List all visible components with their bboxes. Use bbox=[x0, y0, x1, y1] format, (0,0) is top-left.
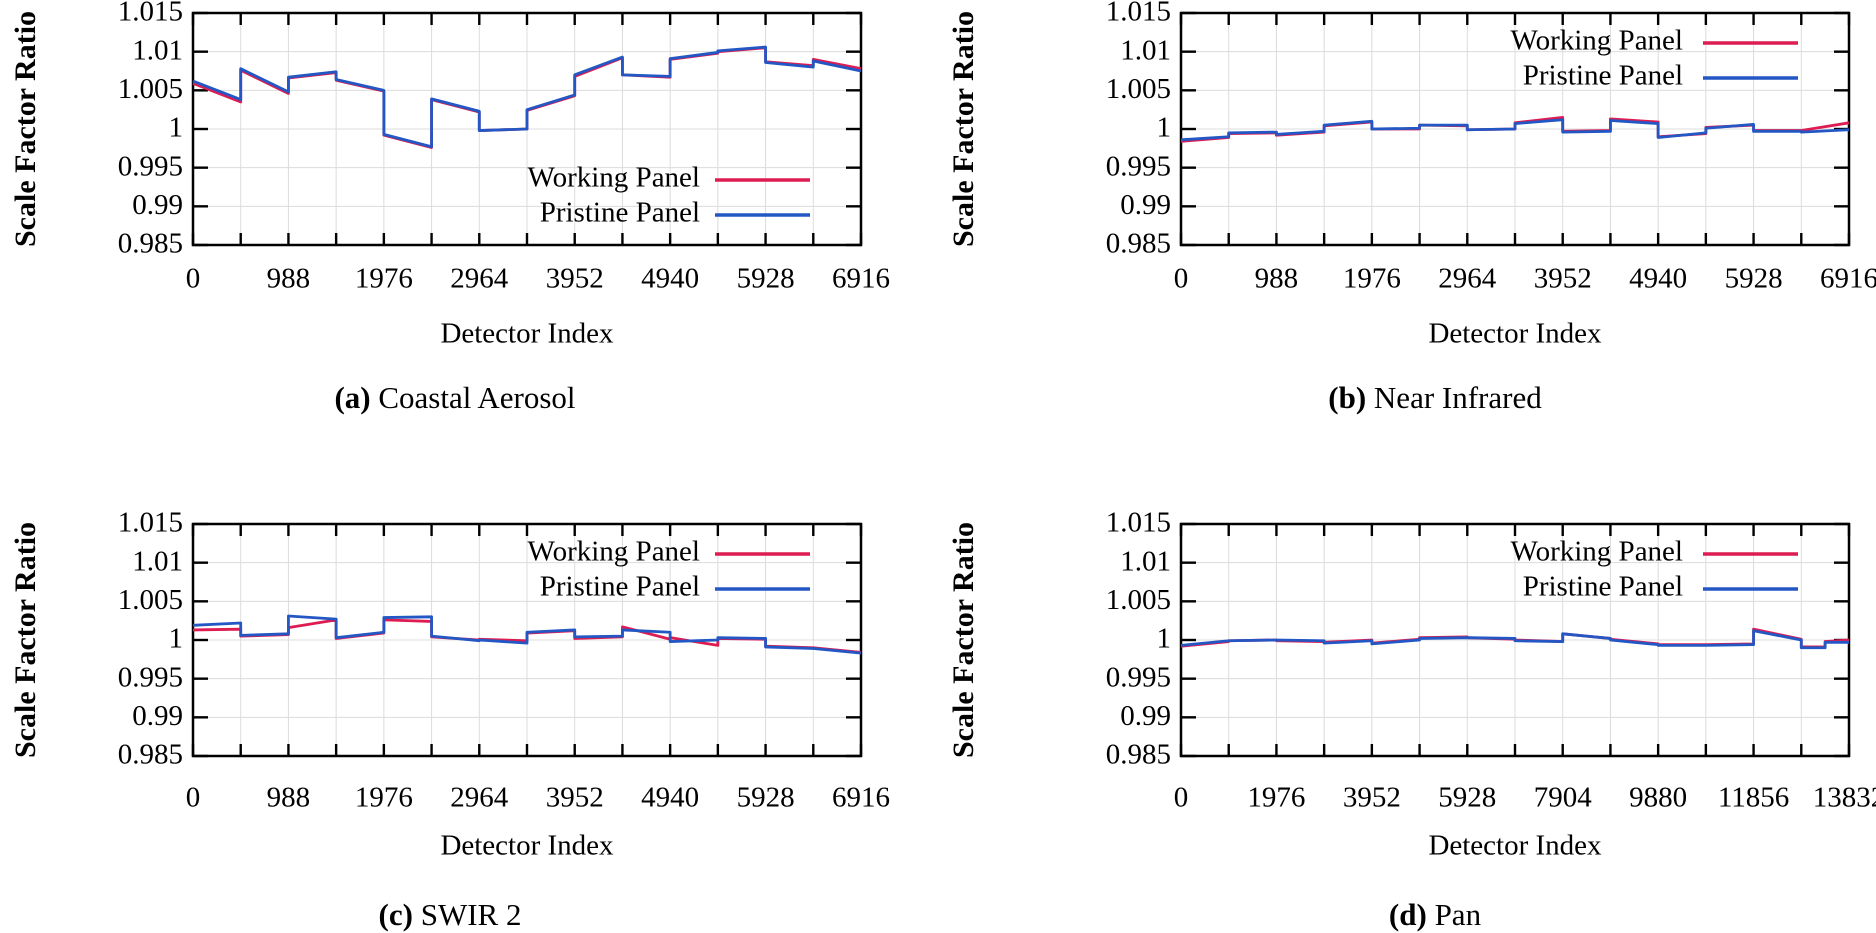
y-tick-label: 1.01 bbox=[132, 34, 183, 66]
y-tick-label: 0.99 bbox=[132, 700, 183, 732]
x-tick-label: 0 bbox=[1174, 263, 1189, 295]
x-tick-label: 3952 bbox=[546, 782, 604, 814]
x-tick-label: 1976 bbox=[1343, 263, 1401, 295]
x-tick-label: 5928 bbox=[737, 782, 795, 814]
y-tick-label: 1.015 bbox=[118, 507, 183, 539]
caption-a: (a) Coastal Aerosol bbox=[334, 380, 575, 416]
y-tick-label: 1.015 bbox=[118, 0, 183, 28]
x-tick-label: 7904 bbox=[1534, 782, 1593, 814]
caption-c: (c) SWIR 2 bbox=[379, 897, 522, 933]
y-axis-title: Scale Factor Ratio bbox=[947, 522, 980, 758]
caption-c-text: SWIR 2 bbox=[420, 897, 522, 932]
y-tick-label: 0.985 bbox=[118, 228, 183, 260]
x-tick-label: 5928 bbox=[1438, 782, 1496, 814]
x-tick-label: 3952 bbox=[546, 263, 604, 295]
legend-label-pristine: Pristine Panel bbox=[540, 571, 700, 603]
y-tick-label: 0.99 bbox=[132, 189, 183, 221]
series-line-pristine bbox=[192, 45, 862, 149]
x-tick-label: 3952 bbox=[1343, 782, 1401, 814]
x-tick-label: 3952 bbox=[1534, 263, 1592, 295]
y-tick-label: 1.01 bbox=[1120, 34, 1171, 66]
x-tick-label: 0 bbox=[186, 263, 201, 295]
series-line-pristine bbox=[1180, 118, 1850, 142]
x-axis-title: Detector Index bbox=[440, 830, 614, 862]
x-tick-label: 0 bbox=[186, 782, 201, 814]
y-axis-title: Scale Factor Ratio bbox=[947, 11, 980, 247]
y-tick-label: 1 bbox=[169, 112, 184, 144]
x-tick-label: 4940 bbox=[641, 263, 699, 295]
x-tick-label: 4940 bbox=[641, 782, 699, 814]
caption-c-label: (c) bbox=[378, 897, 413, 932]
caption-d-label: (d) bbox=[1388, 897, 1427, 932]
x-tick-label: 0 bbox=[1174, 782, 1189, 814]
legend-label-pristine: Pristine Panel bbox=[540, 197, 700, 229]
x-axis-title: Detector Index bbox=[1428, 830, 1602, 862]
y-axis-title: Scale Factor Ratio bbox=[9, 522, 42, 758]
y-tick-label: 1.015 bbox=[1106, 0, 1171, 28]
y-tick-label: 1.01 bbox=[1120, 545, 1171, 577]
x-tick-label: 13832 bbox=[1813, 782, 1876, 814]
caption-d-text: Pan bbox=[1434, 897, 1482, 932]
x-tick-label: 6916 bbox=[832, 782, 890, 814]
y-tick-label: 1.01 bbox=[132, 545, 183, 577]
legend-label-pristine: Pristine Panel bbox=[1523, 60, 1683, 92]
y-tick-label: 1 bbox=[1157, 112, 1172, 144]
x-tick-label: 1976 bbox=[1247, 782, 1305, 814]
caption-d: (d) Pan bbox=[1389, 897, 1481, 933]
legend-label-working: Working Panel bbox=[1511, 536, 1683, 568]
y-tick-label: 0.995 bbox=[1106, 661, 1171, 693]
plot-frame bbox=[191, 11, 863, 247]
y-tick-label: 0.985 bbox=[1106, 228, 1171, 260]
x-tick-label: 4940 bbox=[1629, 263, 1687, 295]
y-axis-title: Scale Factor Ratio bbox=[9, 11, 42, 247]
y-tick-label: 0.995 bbox=[1106, 150, 1171, 182]
y-tick-label: 1.005 bbox=[1106, 584, 1171, 616]
legend-label-pristine: Pristine Panel bbox=[1523, 571, 1683, 603]
caption-b-label: (b) bbox=[1328, 380, 1367, 415]
y-tick-label: 0.985 bbox=[118, 739, 183, 771]
x-tick-label: 988 bbox=[267, 263, 311, 295]
y-tick-label: 1 bbox=[1157, 623, 1172, 655]
x-tick-label: 6916 bbox=[832, 263, 890, 295]
y-tick-label: 1.015 bbox=[1106, 507, 1171, 539]
x-tick-label: 5928 bbox=[1725, 263, 1783, 295]
x-tick-label: 2964 bbox=[1438, 263, 1497, 295]
caption-b: (b) Near Infrared bbox=[1328, 380, 1541, 416]
caption-a-label: (a) bbox=[334, 380, 371, 415]
legend-label-working: Working Panel bbox=[528, 162, 700, 194]
legend-label-working: Working Panel bbox=[528, 536, 700, 568]
x-tick-label: 2964 bbox=[450, 263, 509, 295]
x-axis-title: Detector Index bbox=[440, 318, 614, 350]
plot-frame bbox=[1179, 11, 1851, 247]
caption-a-text: Coastal Aerosol bbox=[378, 380, 576, 415]
caption-b-text: Near Infrared bbox=[1373, 380, 1542, 415]
y-tick-label: 0.99 bbox=[1120, 700, 1171, 732]
y-tick-label: 0.995 bbox=[118, 150, 183, 182]
y-tick-label: 0.995 bbox=[118, 661, 183, 693]
y-tick-label: 0.985 bbox=[1106, 739, 1171, 771]
y-tick-label: 1.005 bbox=[1106, 73, 1171, 105]
x-tick-label: 988 bbox=[267, 782, 311, 814]
series-line-pristine bbox=[192, 614, 862, 655]
x-axis-title: Detector Index bbox=[1428, 318, 1602, 350]
y-tick-label: 1.005 bbox=[118, 584, 183, 616]
x-tick-label: 1976 bbox=[355, 263, 413, 295]
x-tick-label: 5928 bbox=[737, 263, 795, 295]
series-line-pristine bbox=[1180, 629, 1849, 650]
x-tick-label: 11856 bbox=[1718, 782, 1789, 814]
y-tick-label: 1.005 bbox=[118, 73, 183, 105]
x-tick-label: 9880 bbox=[1629, 782, 1687, 814]
x-tick-label: 6916 bbox=[1820, 263, 1876, 295]
y-tick-label: 1 bbox=[169, 623, 184, 655]
y-tick-label: 0.99 bbox=[1120, 189, 1171, 221]
x-tick-label: 1976 bbox=[355, 782, 413, 814]
plot-frame bbox=[191, 522, 863, 758]
legend-label-working: Working Panel bbox=[1511, 25, 1683, 57]
x-tick-label: 2964 bbox=[450, 782, 509, 814]
x-tick-label: 988 bbox=[1255, 263, 1299, 295]
